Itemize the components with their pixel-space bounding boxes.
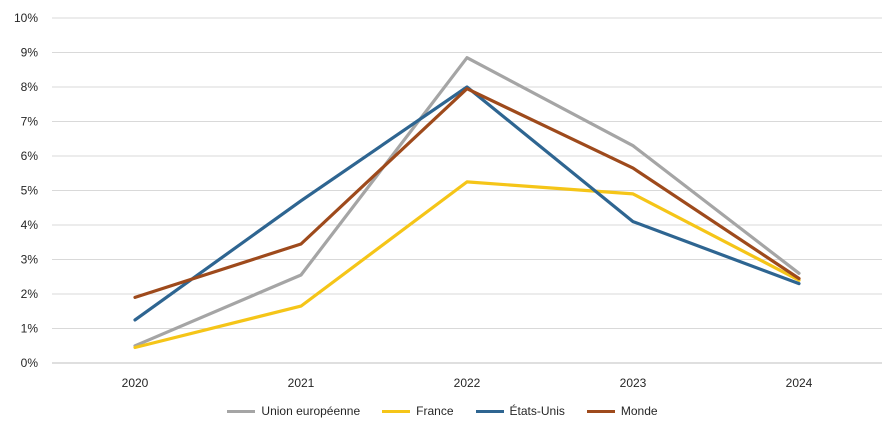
legend-label: France xyxy=(416,404,453,418)
series-line-3 xyxy=(135,89,799,298)
y-tick-label: 8% xyxy=(21,80,39,94)
y-tick-label: 6% xyxy=(21,149,39,163)
x-tick-label: 2024 xyxy=(786,376,813,390)
gridlines xyxy=(52,18,882,363)
y-axis-tick-labels: 0% 1% 2% 3% 4% 5% 6% 7% 8% 9% 10% xyxy=(14,11,38,370)
legend-item: Union européenne xyxy=(227,404,360,418)
legend-swatch xyxy=(382,410,410,413)
y-tick-label: 0% xyxy=(21,356,39,370)
series-lines xyxy=(135,58,799,348)
legend-swatch xyxy=(476,410,504,413)
legend-swatch xyxy=(587,410,615,413)
y-tick-label: 9% xyxy=(21,46,39,60)
legend-label: Monde xyxy=(621,404,658,418)
y-tick-label: 3% xyxy=(21,253,39,267)
x-tick-label: 2020 xyxy=(122,376,149,390)
y-tick-label: 4% xyxy=(21,218,39,232)
x-tick-label: 2021 xyxy=(288,376,315,390)
y-tick-label: 2% xyxy=(21,287,39,301)
y-tick-label: 10% xyxy=(14,11,38,25)
series-line-0 xyxy=(135,58,799,346)
x-tick-label: 2023 xyxy=(620,376,647,390)
legend-item: France xyxy=(382,404,453,418)
legend-item: États-Unis xyxy=(476,404,565,418)
legend-item: Monde xyxy=(587,404,658,418)
legend-swatch xyxy=(227,410,255,413)
chart-legend: Union européenne France États-Unis Monde xyxy=(0,404,885,418)
legend-label: États-Unis xyxy=(510,404,565,418)
legend-label: Union européenne xyxy=(261,404,360,418)
x-axis-tick-labels: 2020 2021 2022 2023 2024 xyxy=(122,376,813,390)
y-tick-label: 7% xyxy=(21,115,39,129)
y-tick-label: 1% xyxy=(21,322,39,336)
y-tick-label: 5% xyxy=(21,184,39,198)
x-tick-label: 2022 xyxy=(454,376,481,390)
